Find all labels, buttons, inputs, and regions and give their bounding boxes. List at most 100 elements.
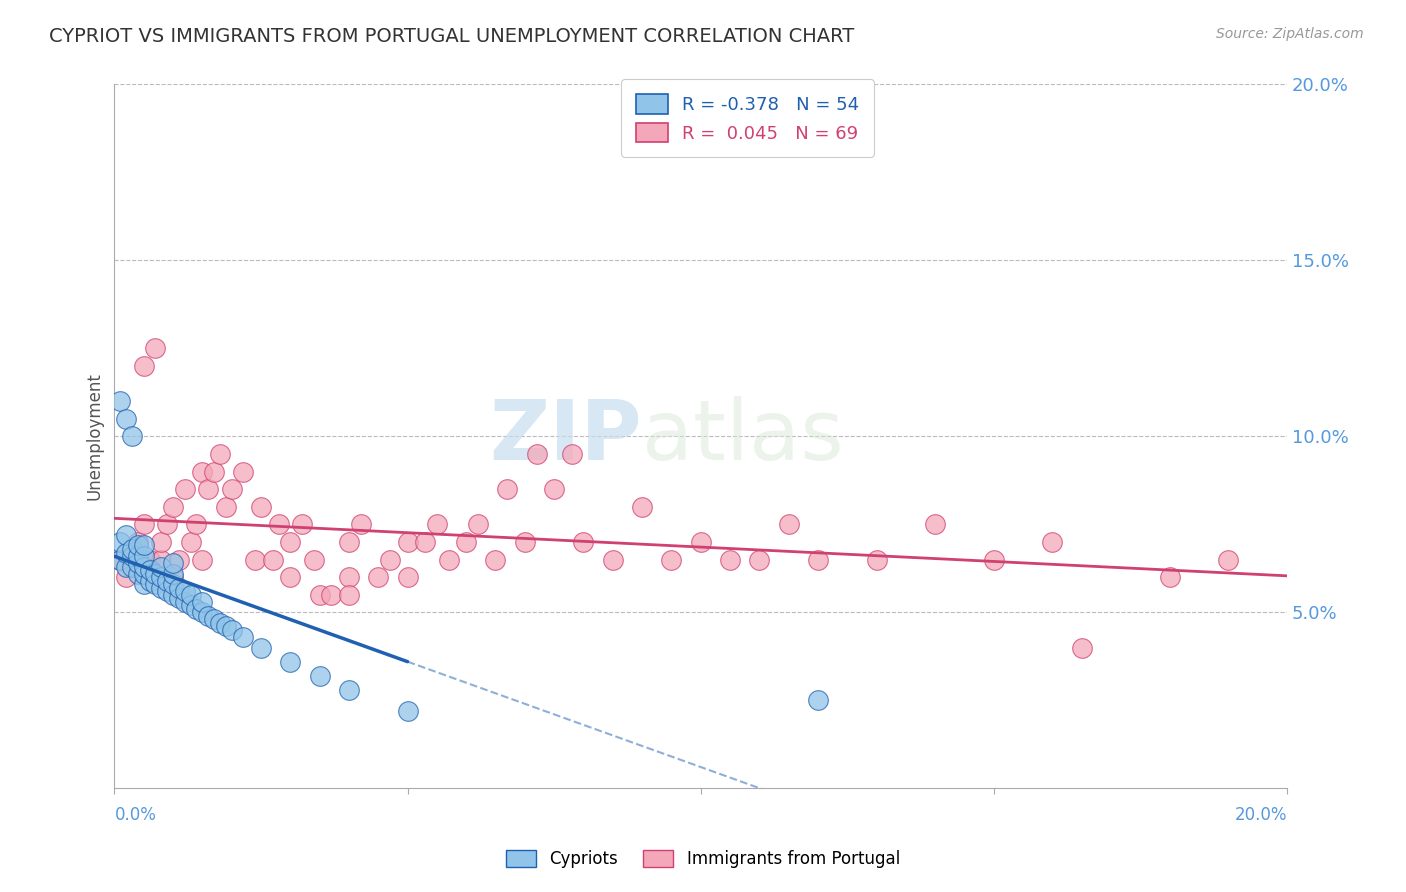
Point <box>291 517 314 532</box>
Point <box>150 552 173 566</box>
Text: 20.0%: 20.0% <box>1234 805 1286 824</box>
Point <box>127 535 149 549</box>
Point <box>150 581 173 595</box>
Point <box>138 563 160 577</box>
Point <box>162 570 184 584</box>
Point <box>543 482 565 496</box>
Point <box>278 535 301 549</box>
Point <box>689 535 711 549</box>
Point <box>150 559 173 574</box>
Point <box>173 595 195 609</box>
Point <box>924 517 946 532</box>
Y-axis label: Unemployment: Unemployment <box>86 373 103 500</box>
Point <box>132 517 155 532</box>
Point <box>173 482 195 496</box>
Point <box>602 552 624 566</box>
Point <box>162 588 184 602</box>
Point <box>221 482 243 496</box>
Point <box>526 447 548 461</box>
Point <box>250 500 273 514</box>
Point <box>337 535 360 549</box>
Point <box>661 552 683 566</box>
Point <box>121 549 143 563</box>
Point <box>437 552 460 566</box>
Point <box>132 539 155 553</box>
Point <box>396 704 419 718</box>
Point <box>484 552 506 566</box>
Point <box>150 570 173 584</box>
Point <box>215 619 238 633</box>
Point <box>127 539 149 553</box>
Point <box>167 581 190 595</box>
Point <box>191 605 214 619</box>
Point <box>156 574 179 588</box>
Point <box>110 552 132 566</box>
Point <box>572 535 595 549</box>
Point <box>350 517 373 532</box>
Point <box>186 602 208 616</box>
Point <box>156 584 179 599</box>
Point <box>127 566 149 581</box>
Point <box>138 574 160 588</box>
Point <box>132 577 155 591</box>
Point <box>631 500 654 514</box>
Point <box>367 570 389 584</box>
Point <box>162 566 184 581</box>
Point <box>173 584 195 599</box>
Point <box>202 465 225 479</box>
Point <box>267 517 290 532</box>
Point <box>115 570 138 584</box>
Point <box>467 517 489 532</box>
Point <box>221 623 243 637</box>
Point <box>110 552 132 566</box>
Point <box>561 447 583 461</box>
Point <box>115 559 138 574</box>
Point <box>127 549 149 563</box>
Point <box>167 591 190 606</box>
Text: 0.0%: 0.0% <box>114 805 156 824</box>
Point <box>413 535 436 549</box>
Point <box>513 535 536 549</box>
Point <box>132 559 155 574</box>
Point <box>110 535 132 549</box>
Text: atlas: atlas <box>643 396 844 477</box>
Point <box>121 429 143 443</box>
Point <box>167 552 190 566</box>
Point <box>121 541 143 556</box>
Point <box>115 545 138 559</box>
Point <box>302 552 325 566</box>
Legend: Cypriots, Immigrants from Portugal: Cypriots, Immigrants from Portugal <box>499 843 907 875</box>
Point <box>250 640 273 655</box>
Point <box>496 482 519 496</box>
Point <box>208 447 231 461</box>
Text: ZIP: ZIP <box>489 396 643 477</box>
Point <box>337 570 360 584</box>
Text: CYPRIOT VS IMMIGRANTS FROM PORTUGAL UNEMPLOYMENT CORRELATION CHART: CYPRIOT VS IMMIGRANTS FROM PORTUGAL UNEM… <box>49 27 855 45</box>
Point <box>197 608 219 623</box>
Point <box>132 549 155 563</box>
Point <box>232 630 254 644</box>
Point <box>308 588 330 602</box>
Point <box>115 528 138 542</box>
Point <box>1070 640 1092 655</box>
Point <box>115 411 138 425</box>
Point <box>278 570 301 584</box>
Point <box>426 517 449 532</box>
Point <box>145 577 167 591</box>
Point <box>191 552 214 566</box>
Point <box>138 552 160 566</box>
Point <box>807 552 830 566</box>
Point <box>232 465 254 479</box>
Legend: R = -0.378   N = 54, R =  0.045   N = 69: R = -0.378 N = 54, R = 0.045 N = 69 <box>621 79 875 157</box>
Point <box>865 552 887 566</box>
Point <box>1042 535 1064 549</box>
Point <box>191 595 214 609</box>
Point <box>778 517 800 532</box>
Point <box>378 552 401 566</box>
Point <box>396 570 419 584</box>
Point <box>278 655 301 669</box>
Point <box>337 682 360 697</box>
Point <box>718 552 741 566</box>
Point <box>162 500 184 514</box>
Point <box>191 465 214 479</box>
